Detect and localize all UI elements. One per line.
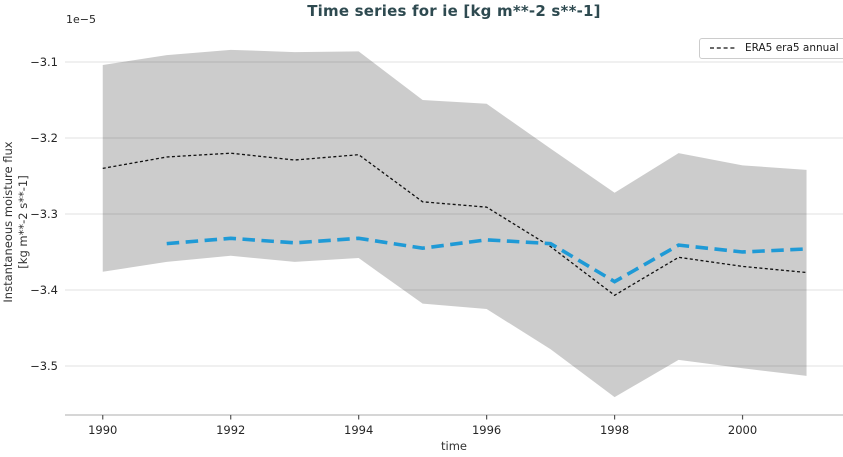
- y-axis-label-line1: Instantaneous moisture flux: [1, 141, 15, 303]
- y-axis-label: Instantaneous moisture flux [kg m**-2 s*…: [1, 122, 33, 322]
- y-tick-label: −3.3: [30, 207, 58, 221]
- x-tick-label: 2000: [728, 423, 757, 437]
- y-tick-label: −3.4: [30, 283, 58, 297]
- legend: ERA5 era5 annual: [699, 38, 843, 59]
- x-axis-label: time: [441, 439, 467, 453]
- blue-dashed-line: [166, 236, 807, 284]
- x-tick-label: 1990: [88, 423, 117, 437]
- x-tick-label: 1998: [600, 423, 629, 437]
- y-tick-label: −3.1: [30, 55, 58, 69]
- legend-label: ERA5 era5 annual: [745, 42, 839, 54]
- uncertainty-band: [102, 49, 807, 398]
- y-axis-label-line2: [kg m**-2 s**-1]: [15, 175, 30, 269]
- y-tick-label: −3.5: [30, 359, 58, 373]
- y-tick-label: −3.2: [30, 131, 58, 145]
- y-axis-offset-label: 1e−5: [66, 13, 96, 26]
- era5-dashed-line-sample: [710, 47, 736, 49]
- x-tick-label: 1992: [216, 423, 245, 437]
- chart-title: Time series for ie [kg m**-2 s**-1]: [307, 2, 601, 20]
- x-tick-label: 1996: [472, 423, 501, 437]
- x-tick-label: 1994: [344, 423, 373, 437]
- era5-line: [102, 152, 807, 297]
